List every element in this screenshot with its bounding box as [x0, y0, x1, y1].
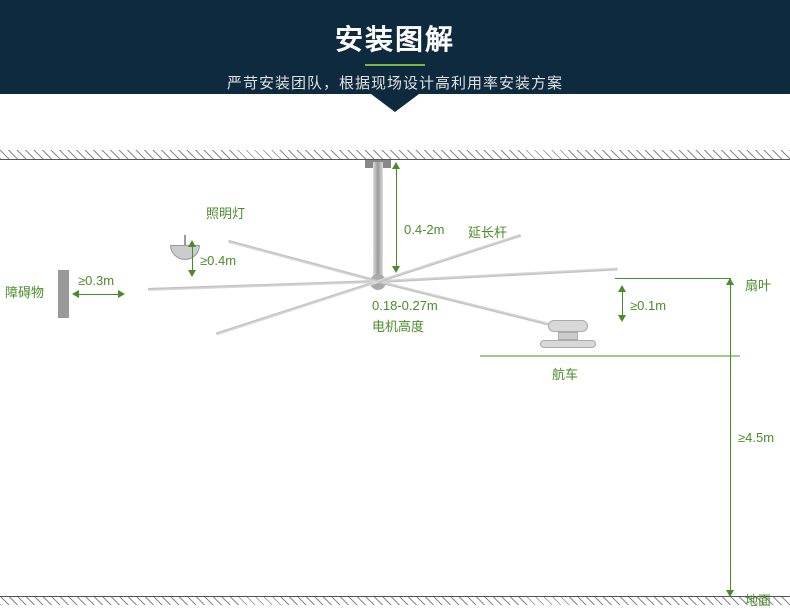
- fan-blade: [216, 280, 379, 335]
- ceiling-hatch: [0, 150, 790, 160]
- installation-diagram: 障碍物 ≥0.3m 照明灯 ≥0.4m 0.4-2m 延长杆 0.18-0.27…: [0, 150, 790, 615]
- ground-label: 地面: [745, 590, 771, 609]
- arrow-down-icon: [392, 266, 400, 273]
- height-dim-label: ≥4.5m: [738, 430, 774, 445]
- light-fixture: [170, 235, 200, 260]
- crane-body: [540, 320, 596, 348]
- floor-hatch: [0, 596, 790, 605]
- fan-pole: [373, 162, 383, 277]
- title-underline: [365, 64, 425, 66]
- crane-bot: [540, 340, 596, 348]
- arrow-up-icon: [618, 285, 626, 292]
- page-title: 安装图解: [0, 18, 790, 58]
- page-subtitle: 严苛安装团队，根据现场设计高利用率安装方案: [0, 72, 790, 93]
- motor-name-label: 电机高度: [372, 316, 424, 335]
- arrow-up-icon: [188, 240, 196, 247]
- obstacle-dim-label: ≥0.3m: [78, 273, 114, 288]
- light-stem: [184, 235, 186, 245]
- height-dim-line: [730, 278, 731, 596]
- light-dim-label: ≥0.4m: [200, 253, 236, 268]
- arrow-up-icon: [726, 278, 734, 285]
- obstacle-label: 障碍物: [5, 282, 44, 301]
- arrow-down-icon: [726, 590, 734, 597]
- arrow-down-icon: [188, 270, 196, 277]
- light-label: 照明灯: [206, 203, 245, 222]
- pole-dim-line: [396, 168, 397, 268]
- header-arrow-icon: [371, 94, 419, 112]
- header-banner: 安装图解 严苛安装团队，根据现场设计高利用率安装方案: [0, 0, 790, 94]
- obstacle-block: [58, 270, 69, 318]
- motor-dim-label: 0.18-0.27m: [372, 298, 438, 313]
- light-dome: [170, 245, 200, 260]
- crane-mid: [558, 332, 578, 340]
- arrow-down-icon: [618, 315, 626, 322]
- arrow-up-icon: [392, 162, 400, 169]
- fan-blade: [148, 280, 378, 291]
- light-dim-line: [192, 245, 193, 273]
- arrow-left-icon: [72, 290, 79, 298]
- blade-label: 扇叶: [745, 275, 771, 294]
- crane-name-label: 航车: [552, 364, 578, 383]
- pole-dim-label: 0.4-2m: [404, 222, 444, 237]
- pole-name-label: 延长杆: [468, 222, 507, 241]
- obstacle-dim-line: [78, 294, 118, 295]
- arrow-right-icon: [118, 290, 125, 298]
- fan-blade: [228, 240, 378, 283]
- crane-rail: [480, 355, 740, 357]
- crane-dim-line: [622, 290, 623, 318]
- crane-dim-label: ≥0.1m: [630, 298, 666, 313]
- crane-top: [548, 320, 588, 332]
- blade-level-line: [615, 278, 730, 279]
